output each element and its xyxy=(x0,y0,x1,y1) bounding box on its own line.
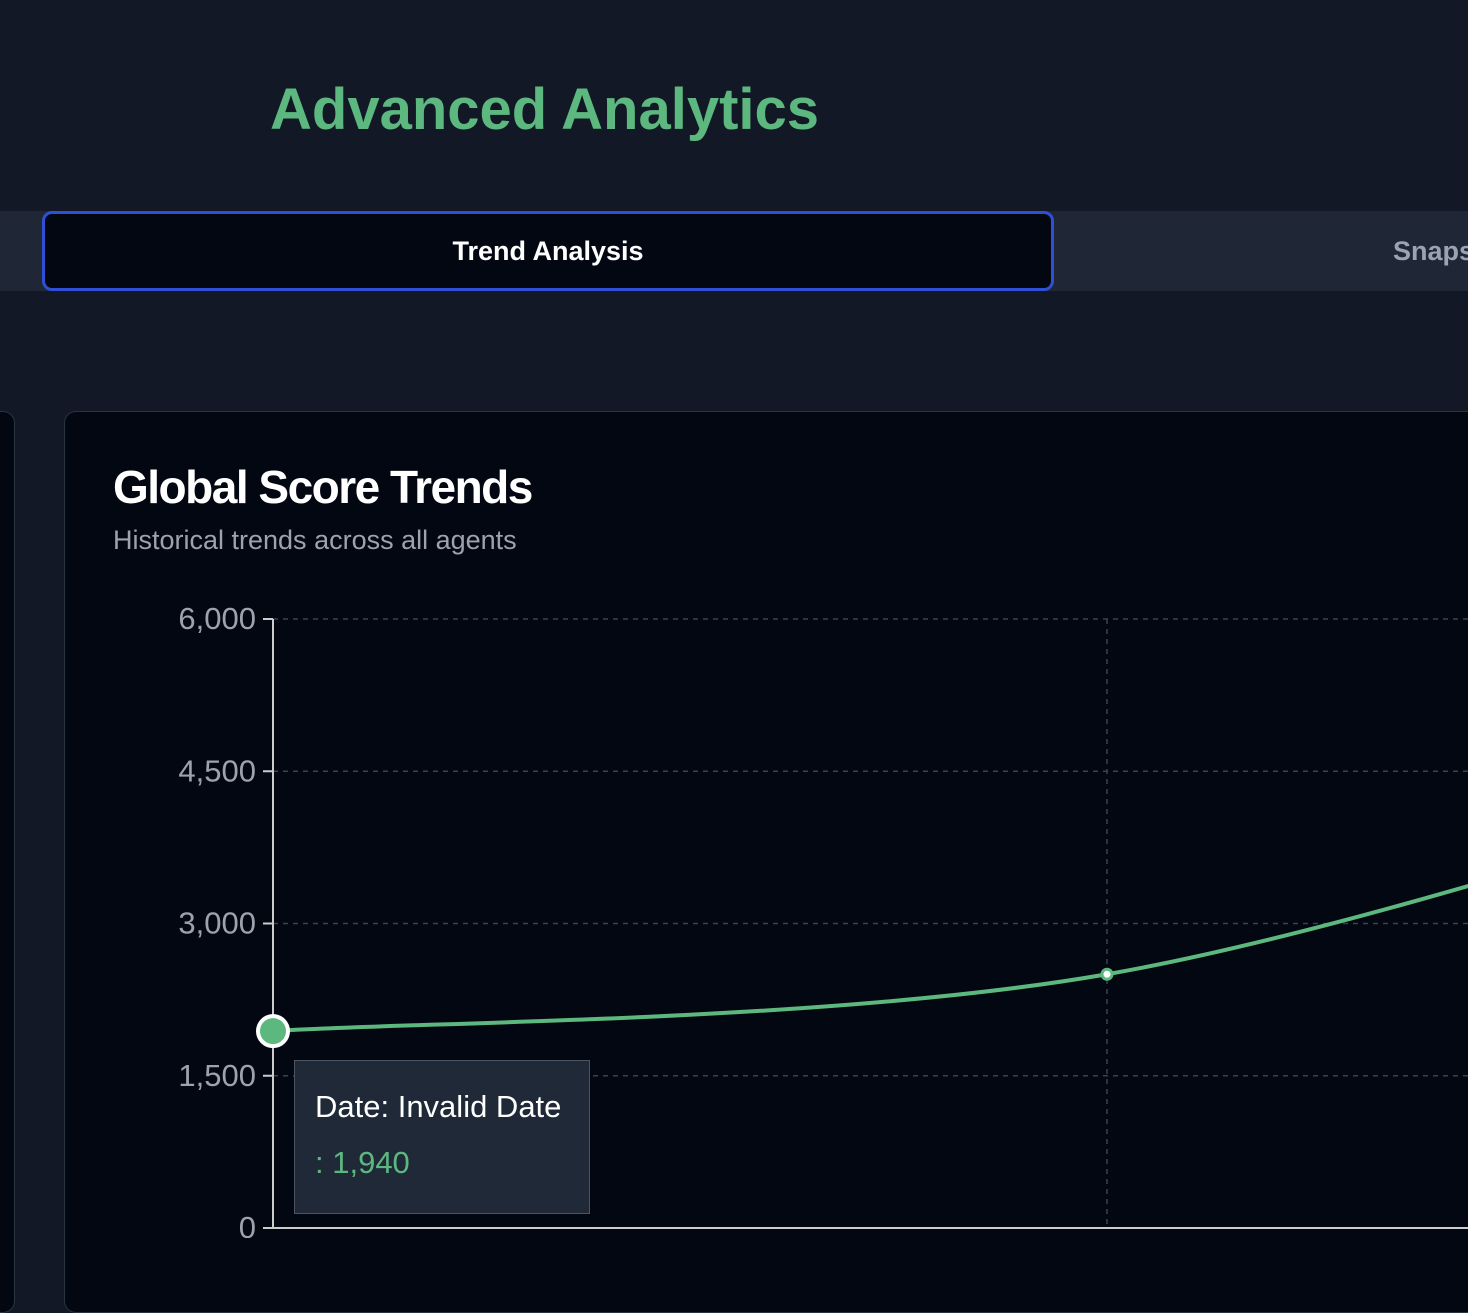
chart: 0 1,500 3,000 4,500 6,000 xyxy=(178,601,1468,1238)
tab[interactable]: Snaps xyxy=(1393,236,1468,266)
card-title: Global Score Trends xyxy=(113,461,533,513)
line xyxy=(272,883,1468,1034)
active-point xyxy=(256,1014,290,1049)
y-tick-label: 1,500 xyxy=(178,1058,256,1093)
y-tick-label: 6,000 xyxy=(178,601,256,636)
y-tick-label: 0 xyxy=(239,1210,256,1238)
page-title: Advanced Analytics xyxy=(270,77,820,142)
card-subtitle: Historical trends across all agents xyxy=(113,525,517,555)
tooltip-title: Date: Invalid Date xyxy=(315,1089,562,1124)
y-tick-label: 3,000 xyxy=(178,906,256,941)
y-tick-label: 4,500 xyxy=(178,753,256,788)
point xyxy=(1100,967,1114,981)
tooltip-value: : 1,940 xyxy=(315,1145,410,1180)
page: Advanced Analytics Trend Analysis Snaps … xyxy=(0,77,1468,1313)
tooltip: Date: Invalid Date : 1,940 xyxy=(294,1060,590,1214)
tab-bar: Trend Analysis Snaps xyxy=(0,211,1468,291)
tab-active[interactable]: Trend Analysis xyxy=(42,211,1054,291)
